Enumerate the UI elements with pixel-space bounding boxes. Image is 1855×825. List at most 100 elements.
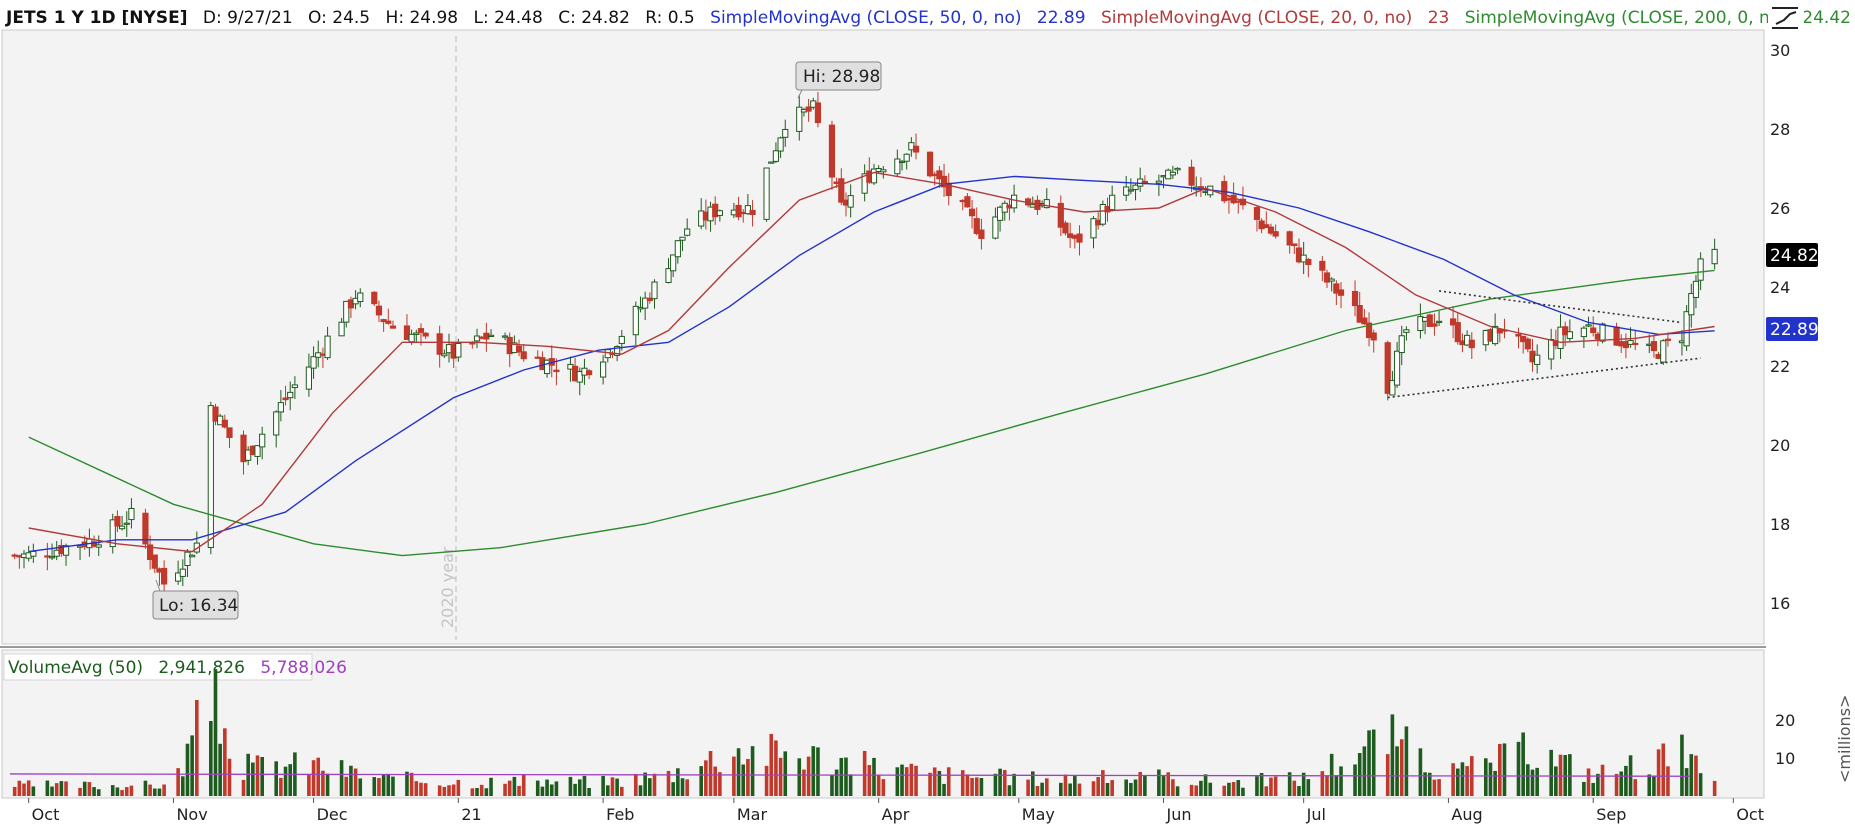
volume-bar: [1535, 767, 1539, 796]
candle-body: [1566, 331, 1573, 339]
candle-body: [142, 512, 149, 545]
volume-bar: [279, 777, 283, 796]
low-value: L: 24.48: [474, 8, 543, 28]
candle: [413, 329, 420, 344]
candle-body: [861, 173, 868, 194]
candle-body: [838, 178, 845, 203]
candle-body: [553, 369, 560, 373]
candle-body: [123, 522, 130, 525]
candle: [996, 205, 1004, 232]
y-tick-label: 22: [1770, 357, 1790, 376]
volume-bar: [372, 777, 377, 796]
volume-bar: [503, 783, 507, 796]
volume-bar: [1455, 768, 1460, 796]
volume-bar: [1101, 770, 1105, 796]
candle-body: [674, 240, 681, 258]
volume-bar: [1269, 777, 1273, 796]
candle-body: [371, 291, 378, 305]
candle: [259, 426, 266, 460]
volume-bar: [615, 778, 619, 796]
volume-bar: [353, 768, 358, 796]
candle: [1099, 200, 1106, 227]
volume-bar: [321, 770, 325, 796]
volume-bar: [979, 777, 984, 796]
volume-bar: [1059, 782, 1063, 796]
volume-bar: [1105, 782, 1110, 796]
drawing-tool-icon[interactable]: [1768, 2, 1804, 32]
candle-body: [1599, 323, 1606, 342]
lo-callout: Lo: 16.34: [152, 579, 239, 620]
volume-bar: [1586, 768, 1591, 796]
volume-bar: [872, 757, 876, 796]
volume-bar: [1521, 732, 1525, 796]
candle: [1660, 339, 1667, 365]
candle: [898, 160, 906, 171]
candle-body: [814, 102, 822, 124]
volume-bar: [932, 767, 937, 796]
candle: [282, 385, 289, 406]
candle-body: [1697, 258, 1704, 281]
volume-bar: [895, 767, 900, 796]
volume-bar: [87, 782, 92, 796]
candle: [1417, 303, 1424, 339]
volume-bar: [1633, 779, 1638, 796]
candle-body: [1099, 204, 1106, 225]
volume-bar: [512, 776, 517, 796]
volume-bar: [900, 764, 904, 796]
candle: [422, 332, 429, 339]
candle: [1155, 174, 1162, 197]
candle: [193, 531, 200, 555]
volume-bar: [419, 782, 423, 796]
candle-body: [1683, 311, 1690, 347]
volume-bar: [22, 783, 26, 796]
volume-avg-value: 5,788,026: [260, 658, 347, 678]
volume-bar: [414, 781, 419, 796]
candle: [1683, 305, 1690, 351]
volume-bar: [1306, 779, 1311, 796]
volume-bar: [451, 784, 456, 796]
volume-bar: [1423, 772, 1427, 796]
volume-bar: [447, 785, 451, 796]
candle-body: [576, 371, 583, 383]
candle: [847, 184, 854, 218]
candle-body: [903, 153, 910, 162]
candle-body: [1076, 233, 1083, 243]
candle: [642, 291, 649, 321]
candle-body: [1431, 323, 1438, 327]
candle: [1557, 314, 1564, 360]
volume-bar: [1030, 771, 1035, 796]
candle: [114, 510, 121, 533]
volume-bar: [423, 783, 428, 796]
candle: [1435, 310, 1443, 326]
volume-bar: [638, 785, 643, 796]
volume-bar: [876, 774, 881, 796]
candle: [1431, 313, 1438, 336]
candle: [1650, 335, 1658, 358]
candle: [1337, 282, 1345, 309]
volume-bar: [881, 779, 886, 796]
y-tick-label: 28: [1770, 120, 1790, 139]
volume-bar: [1689, 754, 1694, 796]
candle: [1305, 258, 1312, 278]
candle: [828, 120, 836, 190]
candle: [343, 300, 350, 328]
volume-bar: [769, 733, 774, 796]
sma50-value: 22.89: [1037, 8, 1086, 28]
candle-body: [665, 268, 672, 283]
volume-bar: [1371, 729, 1376, 796]
volume-bar: [1493, 770, 1497, 796]
volume-bar: [1427, 772, 1432, 796]
candle-body: [1286, 231, 1293, 246]
candle: [179, 559, 186, 587]
x-tick-label: Oct: [1736, 805, 1764, 824]
candle-body: [782, 128, 789, 138]
volume-bar: [746, 759, 750, 796]
volume-bar: [1063, 774, 1068, 796]
candle: [142, 508, 149, 549]
volume-bar: [405, 771, 409, 796]
x-tick-label: Jun: [1166, 805, 1192, 824]
candle-body: [543, 359, 551, 375]
volume-bar: [680, 778, 685, 796]
volume-bar: [176, 768, 180, 796]
candle-body: [1664, 338, 1672, 341]
